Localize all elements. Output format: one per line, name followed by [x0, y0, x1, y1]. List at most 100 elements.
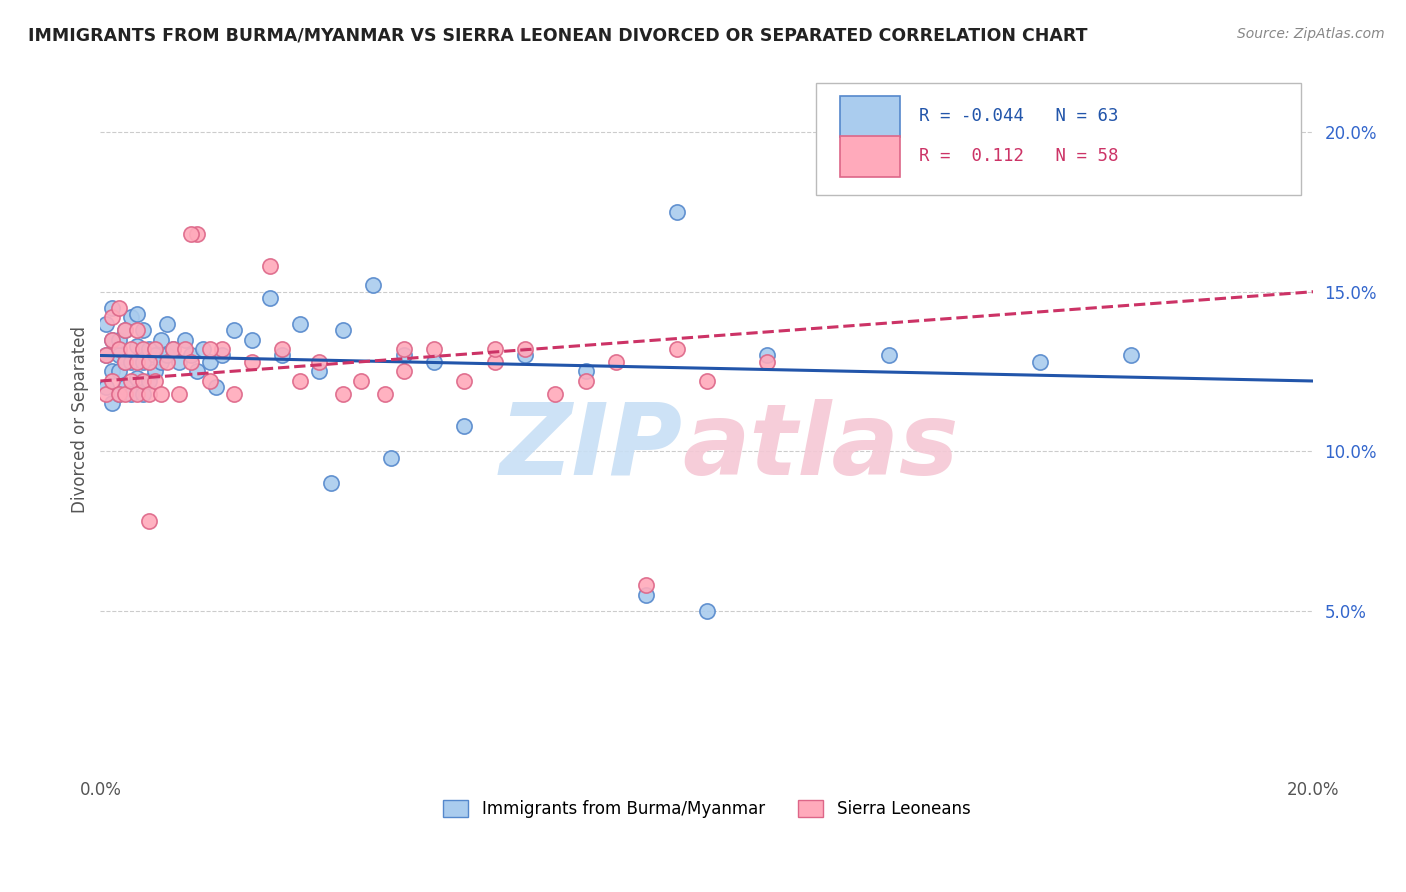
Point	[174, 342, 197, 356]
Point	[125, 371, 148, 385]
Point	[162, 342, 184, 356]
Point	[132, 386, 155, 401]
Point	[107, 333, 129, 347]
Point	[120, 355, 142, 369]
Point	[453, 374, 475, 388]
Text: IMMIGRANTS FROM BURMA/MYANMAR VS SIERRA LEONEAN DIVORCED OR SEPARATED CORRELATIO: IMMIGRANTS FROM BURMA/MYANMAR VS SIERRA …	[28, 27, 1088, 45]
Point	[150, 355, 173, 369]
Point	[186, 227, 208, 242]
Point	[132, 342, 155, 356]
Point	[319, 476, 342, 491]
Point	[180, 355, 202, 369]
Point	[114, 386, 136, 401]
Point	[1121, 349, 1143, 363]
Point	[423, 355, 446, 369]
Point	[150, 333, 173, 347]
Point	[696, 603, 718, 617]
Point	[240, 333, 263, 347]
Point	[259, 259, 281, 273]
Text: R =  0.112   N = 58: R = 0.112 N = 58	[920, 147, 1119, 165]
Point	[132, 355, 155, 369]
Point	[1029, 355, 1052, 369]
Point	[574, 364, 596, 378]
Point	[107, 364, 129, 378]
Point	[107, 386, 129, 401]
Point	[574, 374, 596, 388]
Point	[120, 310, 142, 325]
Point	[380, 450, 402, 465]
Point	[271, 349, 294, 363]
Point	[211, 342, 233, 356]
Point	[636, 578, 658, 592]
Point	[138, 386, 160, 401]
Point	[96, 349, 118, 363]
Point	[138, 355, 160, 369]
Point	[101, 364, 124, 378]
Point	[998, 151, 1021, 165]
Point	[132, 374, 155, 388]
Point	[180, 227, 202, 242]
Point	[174, 333, 197, 347]
Point	[193, 342, 215, 356]
Point	[120, 374, 142, 388]
Legend: Immigrants from Burma/Myanmar, Sierra Leoneans: Immigrants from Burma/Myanmar, Sierra Le…	[437, 793, 977, 825]
Point	[513, 349, 536, 363]
Point	[332, 323, 354, 337]
Point	[138, 342, 160, 356]
Point	[101, 396, 124, 410]
Point	[101, 374, 124, 388]
Point	[132, 323, 155, 337]
Point	[240, 355, 263, 369]
Point	[186, 364, 208, 378]
Point	[665, 342, 688, 356]
Point	[259, 291, 281, 305]
Point	[96, 317, 118, 331]
Point	[290, 317, 312, 331]
Point	[877, 349, 900, 363]
Point	[101, 310, 124, 325]
Point	[156, 355, 179, 369]
Point	[114, 355, 136, 369]
Point	[423, 342, 446, 356]
Point	[156, 349, 179, 363]
Point	[605, 355, 627, 369]
Point	[114, 355, 136, 369]
Point	[107, 386, 129, 401]
Point	[101, 301, 124, 315]
Point	[211, 349, 233, 363]
Point	[125, 339, 148, 353]
FancyBboxPatch shape	[841, 95, 900, 136]
Point	[101, 333, 124, 347]
FancyBboxPatch shape	[815, 83, 1301, 194]
Point	[271, 342, 294, 356]
Point	[96, 349, 118, 363]
Point	[198, 355, 221, 369]
Point	[167, 355, 190, 369]
Point	[114, 323, 136, 337]
Point	[125, 307, 148, 321]
Point	[513, 342, 536, 356]
Point	[143, 374, 166, 388]
Point	[332, 386, 354, 401]
Point	[222, 323, 245, 337]
Point	[636, 588, 658, 602]
Point	[374, 386, 396, 401]
Point	[162, 342, 184, 356]
Y-axis label: Divorced or Separated: Divorced or Separated	[72, 326, 89, 513]
Point	[107, 342, 129, 356]
Point	[125, 323, 148, 337]
Point	[198, 374, 221, 388]
Point	[114, 323, 136, 337]
Point	[125, 386, 148, 401]
Text: atlas: atlas	[682, 399, 959, 496]
Point	[392, 342, 415, 356]
Point	[96, 380, 118, 394]
Point	[156, 317, 179, 331]
Point	[101, 333, 124, 347]
Point	[756, 355, 779, 369]
Text: Source: ZipAtlas.com: Source: ZipAtlas.com	[1237, 27, 1385, 41]
Text: R = -0.044   N = 63: R = -0.044 N = 63	[920, 107, 1119, 125]
Point	[756, 349, 779, 363]
Point	[120, 342, 142, 356]
Point	[222, 386, 245, 401]
